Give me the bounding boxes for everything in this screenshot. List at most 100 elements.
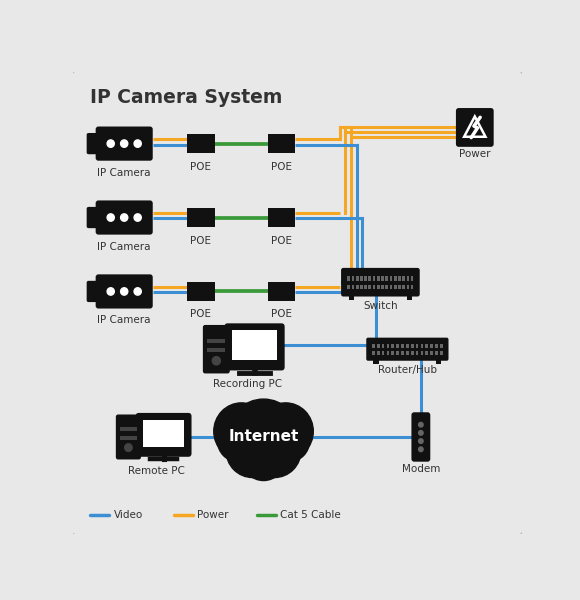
FancyBboxPatch shape [373,276,375,281]
Text: Power: Power [197,509,229,520]
FancyBboxPatch shape [411,351,414,355]
Text: IP Camera System: IP Camera System [90,88,283,107]
FancyBboxPatch shape [420,351,423,355]
FancyBboxPatch shape [381,276,384,281]
FancyBboxPatch shape [406,351,409,355]
FancyBboxPatch shape [224,323,285,370]
FancyBboxPatch shape [416,351,418,355]
FancyBboxPatch shape [403,276,405,281]
FancyBboxPatch shape [233,330,277,360]
FancyBboxPatch shape [407,276,409,281]
FancyBboxPatch shape [377,276,380,281]
FancyBboxPatch shape [360,284,362,289]
FancyBboxPatch shape [403,284,405,289]
FancyBboxPatch shape [406,344,409,348]
FancyBboxPatch shape [390,284,392,289]
Text: Router/Hub: Router/Hub [378,365,437,375]
Text: Internet: Internet [229,430,299,445]
Circle shape [226,423,279,478]
FancyBboxPatch shape [425,344,428,348]
FancyBboxPatch shape [440,351,443,355]
FancyBboxPatch shape [366,338,448,361]
FancyBboxPatch shape [267,282,295,301]
FancyBboxPatch shape [208,348,225,352]
FancyBboxPatch shape [396,351,399,355]
Text: IP Camera: IP Camera [97,167,151,178]
FancyBboxPatch shape [360,276,362,281]
FancyBboxPatch shape [372,351,375,355]
FancyBboxPatch shape [387,351,389,355]
Text: POE: POE [190,310,211,319]
FancyBboxPatch shape [382,351,385,355]
FancyBboxPatch shape [394,284,397,289]
FancyBboxPatch shape [394,276,397,281]
FancyBboxPatch shape [368,284,371,289]
FancyBboxPatch shape [420,344,423,348]
Text: IP Camera: IP Camera [97,316,151,325]
FancyBboxPatch shape [411,412,430,461]
FancyBboxPatch shape [349,293,354,300]
Text: POE: POE [271,236,292,245]
Circle shape [218,420,258,461]
Circle shape [258,403,313,460]
FancyBboxPatch shape [387,344,389,348]
FancyBboxPatch shape [116,415,141,460]
FancyBboxPatch shape [398,284,401,289]
FancyBboxPatch shape [267,134,295,154]
FancyBboxPatch shape [398,276,401,281]
Text: Power: Power [459,149,491,158]
Circle shape [107,140,114,148]
Circle shape [212,356,220,365]
FancyBboxPatch shape [203,325,230,373]
FancyBboxPatch shape [364,284,367,289]
Circle shape [214,403,269,460]
FancyBboxPatch shape [407,284,409,289]
FancyBboxPatch shape [392,344,394,348]
FancyBboxPatch shape [143,419,184,447]
Circle shape [419,439,423,443]
Circle shape [107,288,114,295]
FancyBboxPatch shape [392,351,394,355]
Circle shape [134,214,142,221]
Circle shape [419,431,423,435]
FancyBboxPatch shape [385,276,388,281]
FancyBboxPatch shape [96,200,153,235]
FancyBboxPatch shape [267,208,295,227]
Circle shape [121,140,128,148]
Text: IP Camera: IP Camera [97,242,151,251]
FancyBboxPatch shape [401,351,404,355]
FancyBboxPatch shape [377,284,380,289]
FancyBboxPatch shape [435,351,438,355]
Circle shape [121,288,128,295]
FancyBboxPatch shape [377,344,380,348]
FancyBboxPatch shape [96,274,153,308]
Circle shape [227,399,300,475]
FancyBboxPatch shape [407,293,412,300]
Circle shape [125,444,132,451]
Text: Recording PC: Recording PC [213,379,282,389]
FancyBboxPatch shape [435,344,438,348]
FancyBboxPatch shape [385,284,388,289]
FancyBboxPatch shape [187,208,215,227]
Text: Modem: Modem [402,464,440,474]
Circle shape [419,422,423,427]
Text: POE: POE [271,310,292,319]
Text: POE: POE [190,236,211,245]
FancyBboxPatch shape [411,344,414,348]
FancyBboxPatch shape [86,133,100,154]
Text: Switch: Switch [363,301,398,311]
FancyBboxPatch shape [347,284,350,289]
FancyBboxPatch shape [86,207,100,228]
Circle shape [248,423,301,478]
FancyBboxPatch shape [440,344,443,348]
FancyBboxPatch shape [71,71,523,535]
FancyBboxPatch shape [136,413,191,457]
Text: Video: Video [114,509,143,520]
FancyBboxPatch shape [390,276,392,281]
FancyBboxPatch shape [411,284,414,289]
FancyBboxPatch shape [208,338,225,343]
FancyBboxPatch shape [373,284,375,289]
FancyBboxPatch shape [396,344,399,348]
Circle shape [419,447,423,452]
FancyBboxPatch shape [120,436,137,440]
